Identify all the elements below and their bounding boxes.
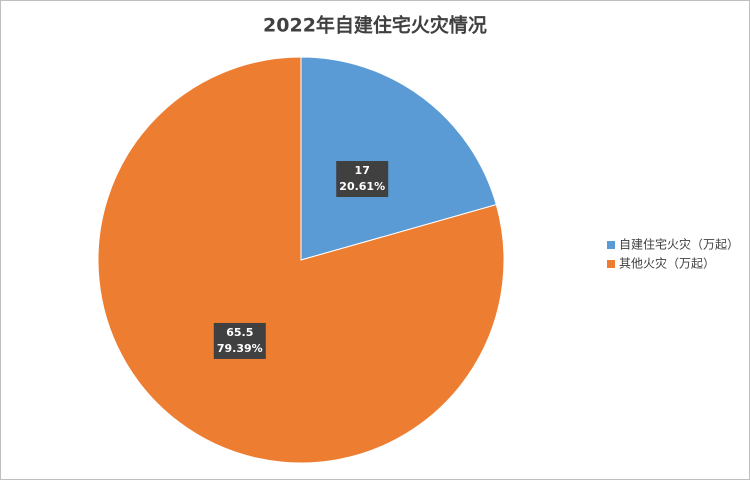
pie-slice — [300, 56, 497, 261]
legend-marker — [607, 241, 615, 249]
legend-label: 其他火灾（万起） — [619, 256, 715, 271]
data-label-box — [213, 322, 266, 359]
chart-title: 2022年自建住宅火灾情况 — [263, 14, 487, 37]
pie-slice — [97, 56, 505, 464]
legend-marker — [607, 260, 615, 268]
data-label-value: 65.5 — [226, 326, 253, 339]
legend-label: 自建住宅火灾（万起） — [619, 237, 739, 252]
data-label-percent: 79.39% — [217, 342, 263, 355]
data-label-percent: 20.61% — [339, 180, 385, 193]
data-label-box — [336, 161, 389, 198]
data-label-value: 17 — [355, 164, 370, 177]
